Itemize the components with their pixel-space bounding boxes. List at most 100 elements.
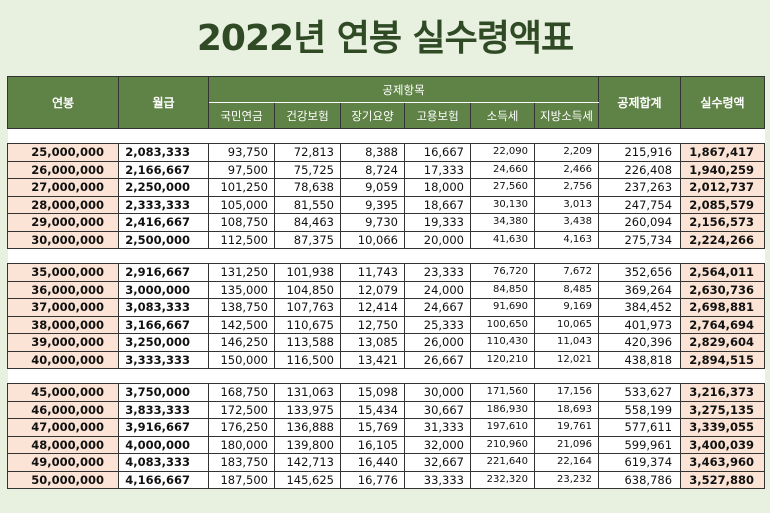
cell-salary: 26,000,000 (7, 160, 119, 179)
cell-total-deduction: 352,656 (598, 263, 682, 282)
cell-income-tax: 120,210 (470, 350, 535, 369)
cell-monthly: 4,000,000 (118, 435, 209, 454)
table-row: 49,000,000 4,083,333 183,750 142,713 16,440 3… (7, 453, 766, 472)
cell-total-deduction: 247,754 (598, 195, 682, 214)
cell-longterm: 12,414 (340, 298, 405, 317)
cell-health: 81,550 (274, 195, 341, 214)
group-spacer (7, 128, 765, 144)
cell-monthly: 3,750,000 (118, 383, 209, 402)
cell-net: 3,527,880 (680, 470, 766, 489)
cell-pension: 150,000 (208, 350, 275, 369)
cell-employment: 24,000 (404, 280, 471, 299)
table-row: 25,000,000 2,083,333 93,750 72,813 8,388 16,6… (7, 143, 766, 162)
cell-net: 2,698,881 (680, 298, 766, 317)
cell-net: 2,894,515 (680, 350, 766, 369)
cell-net: 2,630,736 (680, 280, 766, 299)
table-row: 30,000,000 2,500,000 112,500 87,375 10,066 20… (7, 230, 766, 249)
cell-net: 1,867,417 (680, 143, 766, 162)
cell-longterm: 9,730 (340, 213, 405, 232)
cell-pension: 97,500 (208, 160, 275, 179)
group-spacer (7, 368, 765, 384)
cell-health: 107,763 (274, 298, 341, 317)
cell-health: 139,800 (274, 435, 341, 454)
cell-health: 72,813 (274, 143, 341, 162)
table-row: 40,000,000 3,333,333 150,000 116,500 13,421 2… (7, 350, 766, 369)
cell-total-deduction: 558,199 (598, 400, 682, 419)
cell-longterm: 13,421 (340, 350, 405, 369)
cell-income-tax: 84,850 (470, 280, 535, 299)
cell-total-deduction: 577,611 (598, 418, 682, 437)
cell-health: 113,588 (274, 333, 341, 352)
cell-income-tax: 30,130 (470, 195, 535, 214)
cell-pension: 135,000 (208, 280, 275, 299)
cell-monthly: 3,166,667 (118, 315, 209, 334)
cell-income-tax: 91,690 (470, 298, 535, 317)
cell-salary: 49,000,000 (7, 453, 119, 472)
cell-employment: 18,000 (404, 178, 471, 197)
cell-local-tax: 3,438 (533, 213, 600, 232)
cell-salary: 47,000,000 (7, 418, 119, 437)
header-employment: 고용보험 (404, 102, 471, 129)
cell-net: 2,012,737 (680, 178, 766, 197)
cell-income-tax: 171,560 (470, 383, 535, 402)
cell-net: 2,156,573 (680, 213, 766, 232)
cell-income-tax: 100,650 (470, 315, 535, 334)
cell-local-tax: 2,466 (533, 160, 600, 179)
cell-longterm: 12,750 (340, 315, 405, 334)
cell-pension: 101,250 (208, 178, 275, 197)
header-pension: 국민연금 (208, 102, 275, 129)
cell-income-tax: 34,380 (470, 213, 535, 232)
cell-health: 84,463 (274, 213, 341, 232)
group-spacer (7, 248, 765, 264)
cell-longterm: 15,098 (340, 383, 405, 402)
cell-local-tax: 2,209 (533, 143, 600, 162)
cell-total-deduction: 533,627 (598, 383, 682, 402)
cell-employment: 30,000 (404, 383, 471, 402)
cell-employment: 26,667 (404, 350, 471, 369)
header-monthly: 월급 (118, 76, 209, 129)
cell-total-deduction: 260,094 (598, 213, 682, 232)
cell-health: 104,850 (274, 280, 341, 299)
table-row: 37,000,000 3,083,333 138,750 107,763 12,414 2… (7, 298, 766, 317)
cell-longterm: 16,440 (340, 453, 405, 472)
cell-total-deduction: 275,734 (598, 230, 682, 249)
cell-total-deduction: 599,961 (598, 435, 682, 454)
cell-local-tax: 4,163 (533, 230, 600, 249)
cell-monthly: 2,250,000 (118, 178, 209, 197)
cell-salary: 30,000,000 (7, 230, 119, 249)
cell-net: 2,829,604 (680, 333, 766, 352)
cell-longterm: 10,066 (340, 230, 405, 249)
spacer-cell (7, 128, 765, 144)
cell-pension: 168,750 (208, 383, 275, 402)
cell-employment: 25,333 (404, 315, 471, 334)
cell-employment: 16,667 (404, 143, 471, 162)
cell-local-tax: 2,756 (533, 178, 600, 197)
cell-monthly: 2,083,333 (118, 143, 209, 162)
cell-income-tax: 210,960 (470, 435, 535, 454)
cell-net: 2,764,694 (680, 315, 766, 334)
cell-income-tax: 22,090 (470, 143, 535, 162)
header-deduction-group: 공제항목 (207, 76, 600, 103)
cell-pension: 142,500 (208, 315, 275, 334)
cell-income-tax: 186,930 (470, 400, 535, 419)
cell-salary: 46,000,000 (7, 400, 119, 419)
cell-income-tax: 76,720 (470, 263, 535, 282)
header-total-deduction: 공제합계 (598, 76, 682, 129)
cell-salary: 35,000,000 (7, 263, 119, 282)
cell-pension: 131,250 (208, 263, 275, 282)
cell-local-tax: 19,761 (533, 418, 600, 437)
cell-salary: 38,000,000 (7, 315, 119, 334)
cell-pension: 180,000 (208, 435, 275, 454)
cell-employment: 24,667 (404, 298, 471, 317)
cell-health: 110,675 (274, 315, 341, 334)
cell-salary: 25,000,000 (7, 143, 119, 162)
cell-monthly: 2,500,000 (118, 230, 209, 249)
cell-longterm: 12,079 (340, 280, 405, 299)
cell-net: 2,085,579 (680, 195, 766, 214)
cell-monthly: 4,083,333 (118, 453, 209, 472)
cell-monthly: 2,416,667 (118, 213, 209, 232)
cell-net: 3,216,373 (680, 383, 766, 402)
cell-health: 87,375 (274, 230, 341, 249)
cell-longterm: 8,724 (340, 160, 405, 179)
cell-longterm: 15,769 (340, 418, 405, 437)
